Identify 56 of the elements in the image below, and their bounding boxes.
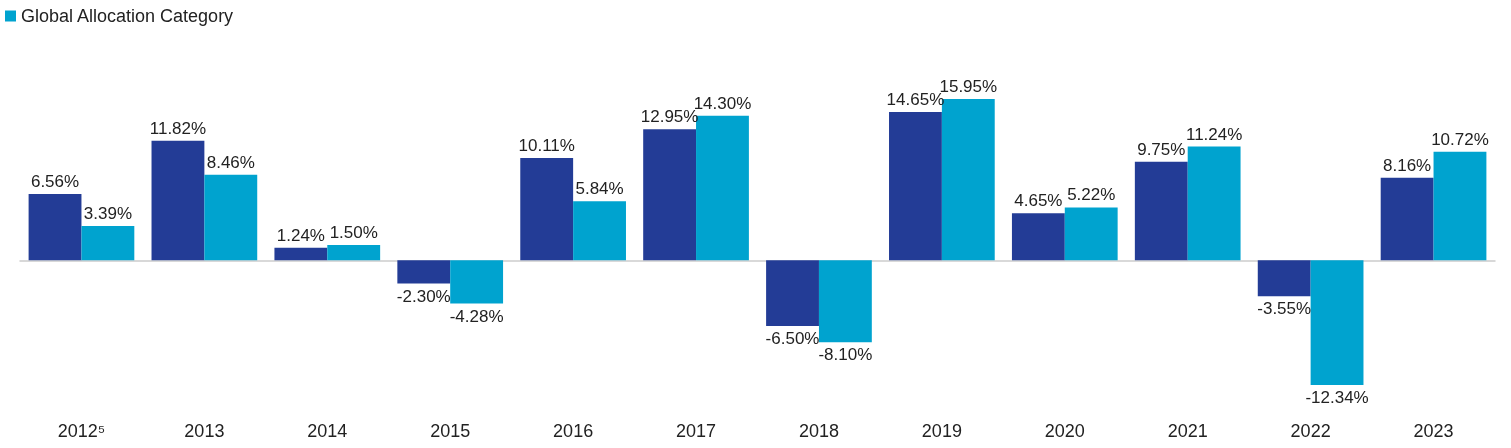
- bar: [1187, 146, 1241, 261]
- data-label: 8.16%: [1383, 155, 1432, 175]
- bar: [1310, 260, 1364, 386]
- data-label: 11.82%: [149, 118, 207, 138]
- bar: [151, 140, 205, 261]
- bar: [397, 260, 451, 284]
- data-label: -8.10%: [818, 345, 873, 365]
- data-label: -2.30%: [396, 286, 451, 306]
- bar: [450, 260, 504, 304]
- x-tick-label: 2022: [1290, 421, 1331, 441]
- data-label: 9.75%: [1137, 139, 1186, 159]
- data-label: 10.72%: [1431, 129, 1489, 149]
- data-label: -6.50%: [765, 329, 820, 349]
- x-tick-label: 2015: [430, 421, 471, 441]
- x-tick-label: 2023: [1413, 421, 1454, 441]
- x-tick-label: 2018: [798, 421, 839, 441]
- data-label: 6.56%: [30, 171, 80, 191]
- bar: [766, 260, 819, 327]
- x-tick-label: 2017: [676, 421, 717, 441]
- data-label: 11.24%: [1185, 124, 1243, 144]
- bar: [889, 112, 942, 261]
- x-tick-label: 2012⁵: [57, 421, 106, 441]
- data-label: 3.39%: [83, 204, 132, 223]
- bar: [1380, 177, 1434, 261]
- bar: [696, 115, 749, 261]
- bar: [204, 174, 258, 261]
- data-label: 5.22%: [1067, 185, 1116, 205]
- bar: [520, 158, 574, 261]
- data-label: 4.65%: [1014, 191, 1063, 211]
- data-label: -12.34%: [1305, 388, 1369, 408]
- bar: [1134, 161, 1188, 261]
- bar: [1433, 151, 1487, 261]
- bar: [1011, 213, 1065, 261]
- x-tick-label: 2013: [184, 421, 225, 441]
- bar: [573, 201, 626, 261]
- bar: [274, 247, 328, 261]
- x-tick-label: 2019: [921, 421, 962, 441]
- data-label: 8.46%: [206, 152, 255, 172]
- bar: [327, 245, 381, 261]
- bar: [818, 260, 872, 343]
- bar: [28, 193, 82, 261]
- data-label: 5.84%: [575, 179, 624, 199]
- data-label: 1.50%: [329, 223, 378, 243]
- data-label: 10.11%: [518, 136, 575, 156]
- x-tick-label: 2016: [553, 421, 594, 441]
- bar: [81, 226, 135, 261]
- data-label: -3.55%: [1257, 299, 1312, 319]
- data-label: -4.28%: [449, 306, 504, 326]
- data-label: 1.24%: [276, 225, 325, 245]
- legend-label: Global Allocation Category: [21, 6, 234, 26]
- x-tick-label: 2021: [1167, 421, 1208, 441]
- bar: [1257, 260, 1311, 297]
- bar: [643, 129, 697, 261]
- x-tick-label: 2014: [307, 421, 348, 441]
- bar: [1064, 207, 1118, 261]
- x-tick-label: 2020: [1044, 421, 1085, 441]
